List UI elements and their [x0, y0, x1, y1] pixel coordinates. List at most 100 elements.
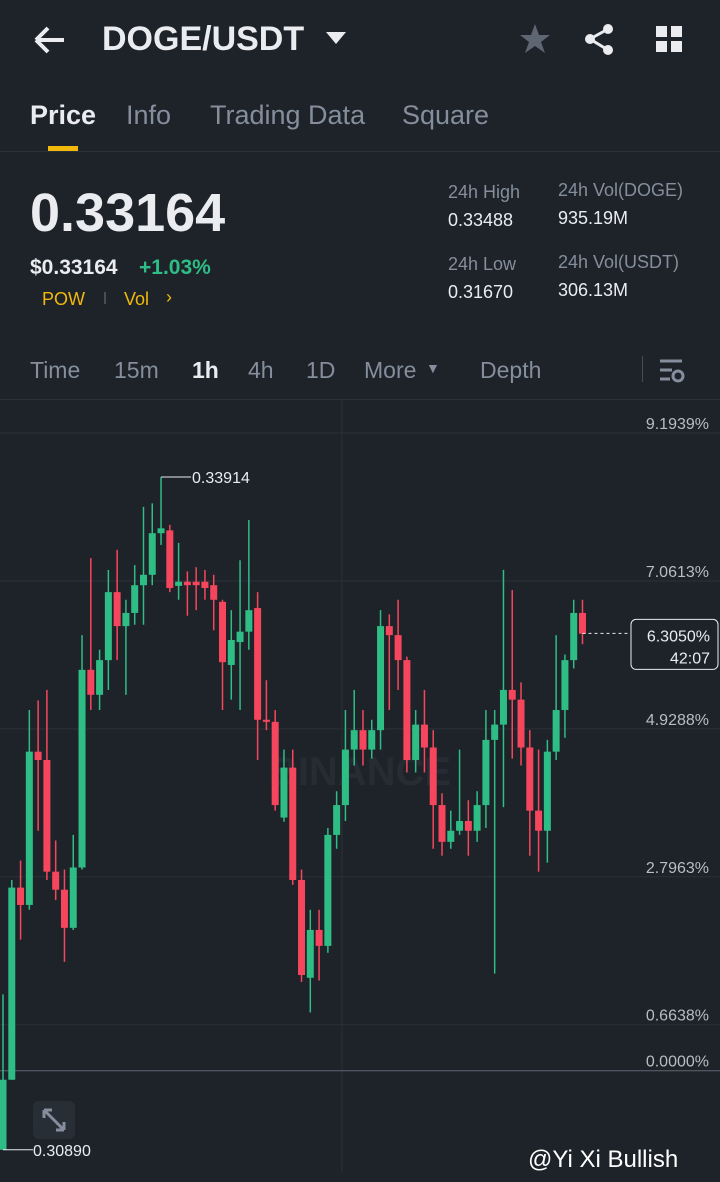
tab[interactable]: Price [30, 100, 97, 130]
candle-body [578, 612, 586, 634]
candle-body [280, 767, 288, 818]
candle-body [8, 887, 16, 1080]
candle-body [412, 724, 420, 760]
stat-label: 24h Low [448, 254, 517, 274]
candle-body [491, 724, 499, 740]
candle-body [499, 689, 507, 725]
interval[interactable]: More [364, 357, 417, 383]
candle-body [341, 749, 349, 806]
tag[interactable]: Vol [124, 289, 150, 309]
credit: @Yi Xi Bullish [528, 1146, 679, 1173]
candle-body [570, 612, 578, 661]
candle-body [0, 1079, 7, 1150]
y-tick-label: 4.9288% [646, 712, 709, 729]
candle-body [166, 530, 174, 588]
tag[interactable]: POW [42, 289, 85, 309]
star-icon[interactable] [518, 22, 552, 56]
candle-body [25, 751, 33, 905]
candle-body [429, 747, 437, 806]
interval[interactable]: Depth [480, 357, 542, 383]
divider [0, 399, 720, 400]
tab[interactable]: Info [126, 100, 172, 130]
candle-body [464, 821, 472, 831]
candle-body [368, 730, 376, 750]
interval[interactable]: 1h [192, 357, 219, 383]
candle-body [122, 612, 130, 627]
candle-body [543, 751, 551, 831]
back-icon[interactable] [30, 22, 70, 58]
candle-body [60, 889, 68, 928]
tag-separator [104, 292, 106, 304]
candle-body [192, 581, 200, 586]
candle-body [508, 689, 516, 700]
more-caret: ▼ [426, 360, 440, 376]
candle-body [420, 724, 428, 748]
high-label: 0.33914 [192, 470, 250, 487]
candle-body [113, 592, 121, 627]
candle-body [183, 581, 191, 586]
candle-body [87, 669, 95, 695]
usd-price: $0.33164 [30, 256, 118, 279]
candle-body [104, 592, 112, 661]
last-price-box [630, 618, 719, 670]
tab[interactable]: Trading Data [210, 100, 366, 130]
y-tick-label: 9.1939% [646, 416, 709, 433]
candle-body [377, 626, 385, 731]
candle-body [78, 669, 86, 868]
candle-body [517, 699, 525, 748]
interval[interactable]: 15m [114, 357, 159, 383]
tag-arrow: › [166, 287, 172, 307]
stat-value: 0.33488 [448, 210, 514, 230]
candle-body [333, 805, 341, 835]
separator [642, 356, 643, 382]
candle-body [262, 719, 270, 722]
candle-body [271, 721, 279, 806]
interval[interactable]: 4h [248, 357, 274, 383]
candle-body [456, 821, 464, 831]
candle-body [43, 759, 51, 872]
candle-body [473, 805, 481, 831]
settings-icon[interactable] [658, 358, 686, 384]
candle-body [219, 601, 226, 663]
candle-body [96, 660, 104, 695]
candle-body [52, 871, 60, 890]
y-tick-label: 7.0613% [646, 564, 709, 581]
stat-label: 24h High [448, 182, 521, 202]
candle-body [526, 747, 534, 811]
candle-body [394, 635, 402, 661]
tab[interactable]: Square [402, 100, 490, 130]
candle-body [447, 830, 455, 842]
interval[interactable]: 1D [306, 357, 336, 383]
stat-value: 306.13M [558, 280, 629, 300]
candle-body [201, 581, 209, 588]
candle-body [289, 767, 297, 880]
expand-icon[interactable] [32, 1100, 76, 1140]
dropdown-icon[interactable] [324, 30, 348, 46]
y-tick-label: 0.6638% [646, 1008, 709, 1025]
interval[interactable]: Time [30, 357, 81, 383]
pair[interactable]: DOGE/USDT [102, 20, 305, 58]
candle-body [306, 929, 314, 978]
watermark: BINANCE [269, 750, 451, 794]
low-label: 0.30890 [33, 1143, 91, 1160]
candle-body [245, 610, 253, 632]
candle-body [175, 581, 183, 586]
candle-body [350, 730, 358, 750]
divider [0, 151, 720, 152]
candle-body [403, 660, 411, 760]
candle-body [359, 730, 367, 750]
share-icon[interactable] [582, 22, 616, 56]
grid-icon[interactable] [654, 24, 686, 56]
candle-body [157, 528, 165, 534]
candle-body [482, 739, 490, 806]
price-change: +1.03% [139, 256, 211, 279]
stat-value: 0.31670 [448, 282, 514, 302]
candle-body [561, 660, 569, 711]
candle-body [34, 751, 42, 760]
last-price: 0.33164 [30, 183, 226, 243]
tab-indicator [48, 146, 78, 151]
candle-body [236, 631, 244, 643]
candle-body [315, 929, 323, 946]
